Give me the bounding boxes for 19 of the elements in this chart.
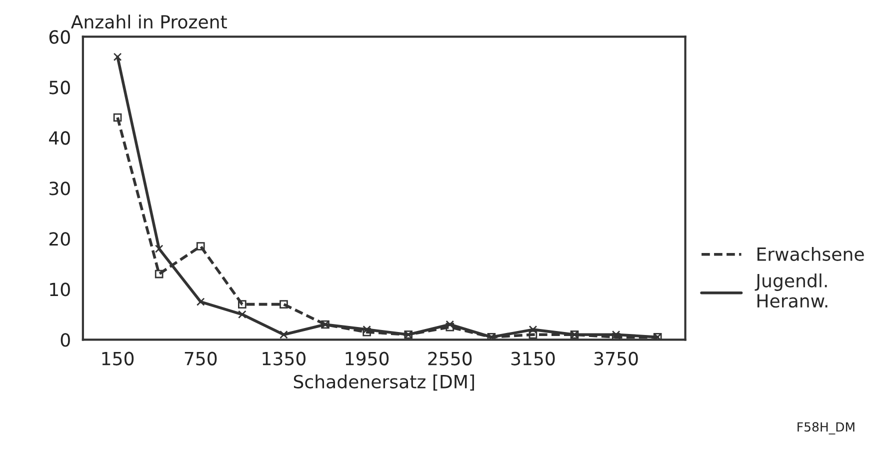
x-axis-title: Schadenersatz [DM]	[294, 374, 474, 391]
text: F58H_DM	[798, 422, 854, 434]
y-tick-label: 50	[50, 80, 70, 94]
x-tick-label: 3150	[511, 352, 555, 366]
y-tick-label: 20	[49, 232, 70, 246]
x-tick-label: 1950	[346, 352, 389, 366]
y-tick-label: 40	[49, 131, 70, 145]
y-tick-label: 60	[49, 30, 70, 44]
x-tick-label: 150	[102, 352, 134, 366]
x-tick-label: 1350	[262, 352, 306, 366]
x-tick-label: 2550	[428, 352, 472, 366]
legend-label: Erwachsene	[757, 246, 864, 261]
y-tick-label: 0	[60, 333, 70, 347]
legend-label: Jugendl. Heranw.	[754, 273, 828, 308]
x-tick-label: 3750	[594, 352, 638, 366]
y-tick-label: 30	[50, 182, 70, 196]
y-axis-title: Anzahl in Prozent	[71, 14, 227, 29]
y-tick-label: 10	[50, 282, 70, 296]
x-tick-label: 750	[184, 352, 217, 366]
